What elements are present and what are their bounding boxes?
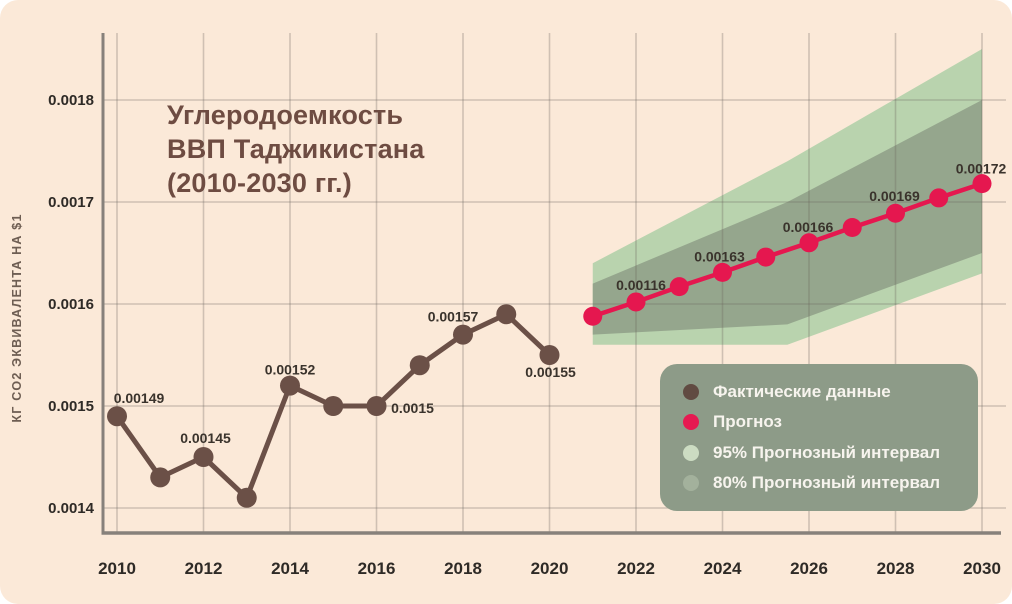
x-tick-label: 2022 — [617, 559, 655, 578]
y-tick-label: 0.0016 — [48, 296, 94, 313]
legend-label-interval-80: 80% Прогнозный интервал — [713, 472, 941, 492]
point-label-2010: 0.00149 — [114, 390, 165, 406]
legend-item-actual: Фактические данные — [683, 382, 968, 402]
chart-title-line-1: Углеродоемкость — [167, 100, 404, 130]
x-tick-label: 2020 — [531, 559, 569, 578]
chart-title: Углеродоемкость ВВП Таджикистана (2010-2… — [167, 98, 425, 200]
legend-item-forecast: Прогноз — [683, 412, 968, 432]
legend: Фактические данные Прогноз 95% Прогнозны… — [660, 364, 978, 511]
x-tick-label: 2026 — [790, 559, 828, 578]
forecast-point-2026 — [799, 233, 819, 253]
forecast-point-2022 — [626, 292, 646, 312]
point-label-2018: 0.00157 — [428, 309, 479, 325]
y-tick-label: 0.0017 — [48, 194, 94, 211]
actual-point-2016 — [366, 396, 387, 416]
x-tick-label: 2018 — [444, 559, 482, 578]
forecast-line — [592, 181, 983, 319]
y-tick-label: 0.0014 — [48, 500, 95, 517]
x-tick-label: 2014 — [271, 559, 309, 578]
legend-item-interval-95: 95% Прогнозный интервал — [683, 443, 968, 463]
legend-label-forecast: Прогноз — [713, 412, 782, 432]
actual-data-dot-icon — [683, 384, 699, 401]
y-tick-label: 0.0015 — [48, 398, 94, 415]
confidence-bands — [592, 49, 982, 345]
x-tick-label: 2024 — [704, 559, 742, 578]
chart-title-line-2: ВВП Таджикистана — [167, 134, 425, 164]
forecast-point-2029 — [929, 188, 949, 208]
band-80-interval — [592, 100, 982, 335]
point-label-2022: 0.00116 — [616, 277, 666, 293]
tick-labels: 0.0014 0.0015 0.0016 0.0017 0.0018 2010 2012 20… — [48, 92, 1001, 578]
forecast-point-2030 — [972, 174, 992, 194]
forecast-point-2027 — [842, 218, 862, 237]
x-tick-label: 2012 — [185, 559, 223, 578]
forecast-dot-icon — [683, 414, 699, 431]
actual-point-2014 — [280, 375, 300, 396]
forecast-point-2021 — [583, 306, 603, 326]
axis-spines — [101, 33, 1001, 535]
point-label-2016: 0.0015 — [391, 400, 434, 416]
point-label-2012: 0.00145 — [180, 430, 231, 446]
x-tick-label: 2010 — [98, 559, 136, 578]
actual-point-2017 — [409, 355, 430, 376]
legend-label-interval-95: 95% Прогнозный интервал — [713, 442, 941, 462]
y-tick-label: 0.0018 — [48, 92, 94, 109]
legend-label-actual: Фактические данные — [713, 382, 891, 402]
x-tick-label: 2028 — [877, 559, 915, 578]
actual-point-2011 — [150, 467, 171, 488]
point-label-2020: 0.00155 — [525, 364, 576, 380]
actual-point-2013 — [236, 487, 257, 508]
data-labels: 0.00149 0.00145 0.00152 0.0015 0.00157 0.0015… — [114, 161, 1007, 446]
legend-item-interval-80: 80% Прогнозный интервал — [683, 473, 968, 493]
interval-95-dot-icon — [683, 444, 699, 461]
actual-point-2015 — [323, 396, 344, 416]
interval-80-dot-icon — [683, 474, 699, 491]
x-tick-label: 2030 — [963, 559, 1001, 578]
actual-point-2020 — [539, 345, 560, 365]
actual-point-2018 — [453, 324, 473, 345]
forecast-point-2025 — [756, 247, 776, 267]
forecast-point-2024 — [713, 262, 732, 282]
point-label-2024: 0.00163 — [694, 248, 745, 264]
point-label-2026: 0.00166 — [783, 219, 834, 235]
forecast-point-2023 — [669, 277, 689, 297]
x-tick-label: 2016 — [358, 559, 396, 578]
actual-point-2010 — [107, 406, 127, 427]
point-label-2014: 0.00152 — [265, 362, 316, 378]
point-label-2030: 0.00172 — [956, 161, 1007, 177]
data-series — [107, 174, 992, 508]
forecast-point-2028 — [886, 203, 905, 223]
point-label-2028: 0.00169 — [869, 188, 920, 204]
y-axis-title: КГ CO2 ЭКВИВАЛЕНТА НА $1 — [10, 213, 24, 422]
chart-title-line-3: (2010-2030 гг.) — [167, 168, 352, 198]
actual-point-2012 — [193, 447, 214, 467]
actual-point-2019 — [496, 304, 517, 325]
